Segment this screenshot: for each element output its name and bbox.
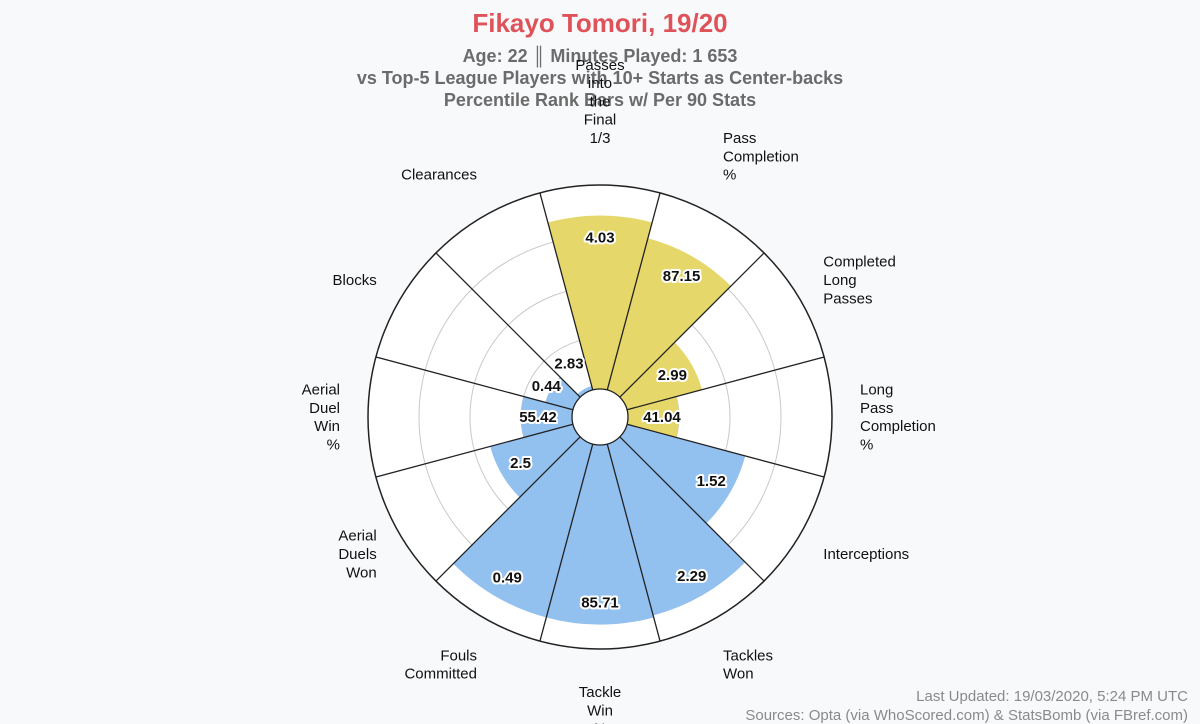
chart-subtitle-line-3: Percentile Rank Bars w/ Per 90 Stats	[444, 90, 756, 110]
spoke-line	[619, 436, 765, 582]
bar-pass-completion-	[607, 238, 731, 398]
sources-note: Sources: Opta (via WhoScored.com) & Stat…	[745, 707, 1188, 724]
category-label: Blocks	[333, 272, 377, 289]
bar-aerial-duels-won	[490, 424, 581, 498]
chart-subtitle-line-2: vs Top-5 League Players with 10+ Starts …	[357, 68, 843, 88]
category-label: Long Pass Completion%	[860, 382, 936, 454]
value-label: 2.83	[554, 355, 583, 372]
outer-ring	[367, 184, 833, 650]
spoke-line	[375, 356, 574, 411]
value-label: 2.99	[658, 367, 687, 384]
value-label: 41.04	[643, 409, 681, 426]
chart-subtitle-line-1: Age: 22 ║ Minutes Played: 1 653	[463, 45, 738, 68]
spoke-line	[435, 436, 581, 582]
category-label: Clearances	[401, 167, 477, 184]
bar-clearances	[577, 386, 593, 398]
labels-layer: 4.03 87.15 2.99 41.04 1.52 2.29 85.71 0.49 2.5 55…	[302, 57, 936, 724]
category-label: Fouls Committed	[404, 647, 477, 682]
value-label: 0.49	[493, 570, 522, 587]
category-label: Tackles Won	[723, 647, 773, 682]
category-label: Pass Completion%	[723, 130, 799, 184]
value-label: 4.03	[585, 230, 614, 247]
category-label: Aerial Duels Won	[338, 528, 376, 582]
spoke-line	[606, 443, 661, 642]
bar-tackle-win-	[546, 444, 654, 625]
value-label: 55.42	[519, 409, 557, 426]
spoke-line	[619, 252, 765, 398]
bar-completed-long-passes	[619, 342, 702, 410]
category-label: Completed Long Passes	[823, 254, 896, 308]
spokes-layer	[367, 184, 833, 650]
spoke-line	[606, 192, 661, 391]
value-label: 87.15	[663, 268, 701, 285]
value-label: 2.5	[510, 455, 531, 472]
spoke-line	[539, 192, 594, 391]
value-label: 2.29	[677, 568, 706, 585]
category-label: Interceptions	[823, 546, 909, 563]
spoke-line	[539, 443, 594, 642]
chart-title: Fikayo Tomori, 19/20	[472, 8, 727, 38]
category-label: Aerial Duel Win%	[302, 382, 340, 454]
bar-passes-into-the-final-13	[547, 215, 653, 390]
category-label: Passes into the Final 1/3	[575, 57, 624, 147]
last-updated-note: Last Updated: 19/03/2020, 5:24 PM UTC	[916, 688, 1188, 705]
value-label: 85.71	[581, 595, 619, 612]
value-label: 1.52	[697, 473, 726, 490]
bar-blocks	[545, 377, 581, 410]
center-hole	[571, 388, 629, 446]
value-label: 0.44	[532, 378, 562, 395]
spoke-line	[626, 356, 825, 411]
spoke-line	[626, 423, 825, 478]
spoke-line	[435, 252, 581, 398]
bar-interceptions	[619, 424, 746, 524]
spoke-line	[375, 423, 574, 478]
